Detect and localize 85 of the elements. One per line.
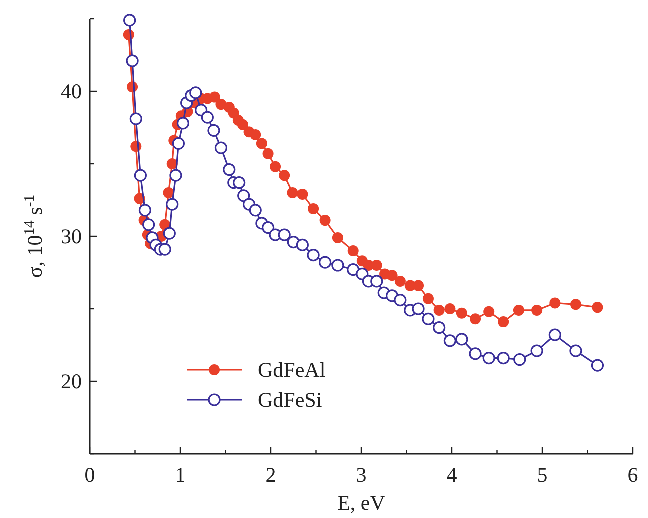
legend-label: GdFeSi (258, 388, 322, 412)
point (484, 306, 495, 318)
point (158, 243, 172, 256)
point (332, 232, 344, 244)
x-tick-label: 0 (84, 463, 96, 487)
point (444, 334, 456, 348)
point (456, 333, 468, 346)
point (209, 92, 220, 103)
point (262, 148, 274, 160)
point (296, 238, 309, 252)
point (570, 299, 582, 310)
point (233, 176, 246, 190)
point (250, 130, 262, 140)
point (470, 314, 482, 325)
point (238, 190, 250, 202)
point (434, 304, 445, 316)
point (138, 204, 152, 217)
point (130, 112, 142, 126)
point (319, 256, 332, 269)
point (548, 328, 562, 342)
point (514, 353, 526, 366)
x-tick-label: 5 (537, 463, 548, 487)
point (308, 203, 320, 214)
point (371, 260, 382, 271)
point (208, 124, 220, 137)
point (469, 348, 482, 360)
point (498, 316, 510, 328)
legend-label: GdFeAl (258, 358, 326, 382)
point (348, 246, 359, 256)
point (307, 249, 320, 262)
point (223, 164, 236, 176)
point (249, 204, 262, 217)
point (513, 304, 524, 316)
point (332, 259, 344, 272)
point (256, 138, 268, 150)
point (172, 137, 185, 150)
x-tick-label: 2 (266, 463, 276, 487)
point (287, 188, 298, 198)
point (370, 275, 384, 288)
point (126, 54, 139, 68)
x-axis-title: E, eV (338, 491, 386, 515)
point (412, 302, 425, 316)
point (413, 280, 424, 292)
point (532, 304, 543, 316)
point (592, 302, 604, 314)
x-tick-label: 1 (175, 463, 186, 487)
point (201, 111, 214, 124)
point (394, 276, 406, 287)
point (270, 161, 282, 172)
point (422, 312, 435, 326)
point (550, 298, 561, 309)
point (124, 14, 136, 27)
point (570, 344, 582, 358)
point (190, 86, 202, 100)
point (497, 352, 510, 365)
point (237, 119, 248, 130)
point (394, 294, 407, 307)
point (444, 304, 456, 314)
point (347, 264, 360, 276)
point (278, 228, 291, 242)
point (456, 308, 468, 319)
point (320, 215, 331, 226)
point (297, 188, 308, 200)
point (163, 227, 176, 240)
point (530, 344, 544, 358)
point (214, 142, 228, 154)
point (142, 218, 156, 232)
x-tick-label: 6 (628, 463, 638, 487)
point (262, 222, 275, 234)
point (482, 352, 496, 365)
x-tick-label: 3 (356, 463, 367, 487)
point (163, 188, 174, 198)
point (176, 117, 190, 130)
y-tick-label: 30 (61, 224, 82, 248)
point (279, 170, 290, 182)
point (134, 169, 147, 182)
y-tick-label: 40 (61, 80, 82, 104)
y-tick-label: 20 (61, 370, 82, 394)
point (386, 270, 398, 282)
x-tick-label: 4 (446, 463, 458, 487)
point (433, 322, 446, 334)
point (422, 293, 434, 304)
point (166, 198, 179, 211)
point (591, 359, 604, 372)
point (170, 169, 182, 182)
